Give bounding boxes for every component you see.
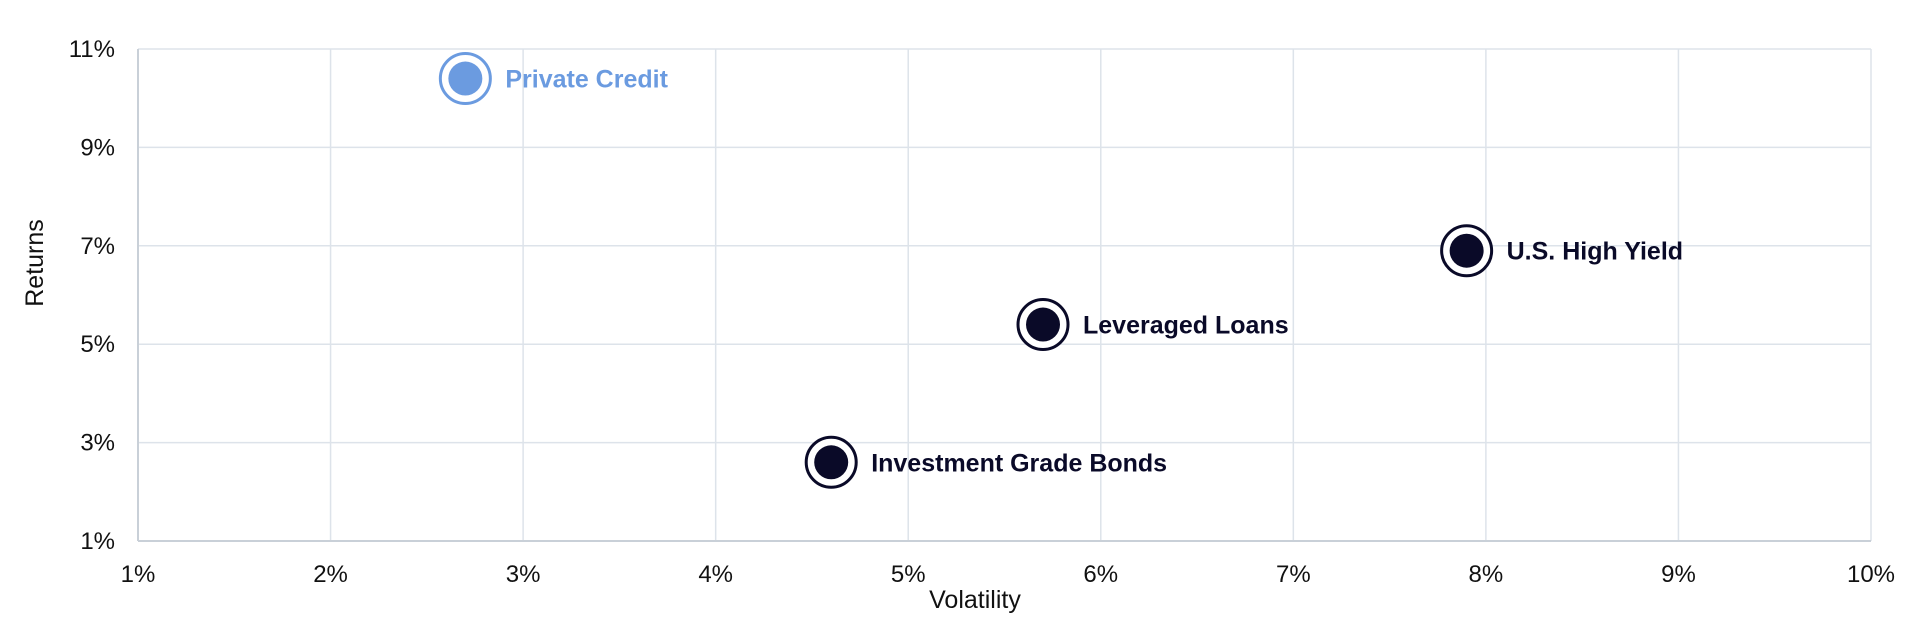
x-tick-label: 8% bbox=[1469, 561, 1504, 588]
x-axis-title: Volatility bbox=[929, 586, 1021, 614]
x-tick-label: 2% bbox=[313, 561, 348, 588]
y-tick-label: 1% bbox=[80, 528, 115, 555]
x-tick-label: 1% bbox=[121, 561, 156, 588]
point-marker bbox=[1449, 233, 1484, 268]
x-tick-label: 3% bbox=[506, 561, 541, 588]
data-points: Private Credit Investment Grade Bonds Leve… bbox=[438, 52, 1683, 489]
point-label: Private Credit bbox=[505, 66, 668, 94]
tick-labels: 1% 2% 3% 4% 5% 6% 7% 8% 9% 10% 1% 3% 5% 7% 9% 11% bbox=[69, 36, 1895, 588]
y-tick-label: 9% bbox=[80, 134, 115, 161]
scatter-point: Private Credit bbox=[438, 52, 669, 106]
scatter-point: Investment Grade Bonds bbox=[804, 435, 1167, 489]
x-tick-label: 6% bbox=[1083, 561, 1118, 588]
x-tick-label: 9% bbox=[1661, 561, 1696, 588]
y-tick-label: 3% bbox=[80, 430, 115, 457]
point-marker bbox=[448, 61, 483, 96]
point-marker bbox=[814, 445, 849, 480]
x-tick-label: 4% bbox=[698, 561, 733, 588]
y-tick-label: 7% bbox=[80, 233, 115, 260]
y-axis-title: Returns bbox=[21, 219, 49, 307]
grid-lines bbox=[138, 48, 1872, 541]
x-tick-label: 10% bbox=[1847, 561, 1895, 588]
scatter-point: Leveraged Loans bbox=[1016, 298, 1289, 352]
point-marker bbox=[1026, 307, 1061, 342]
point-label: U.S. High Yield bbox=[1507, 238, 1683, 266]
scatter-point: U.S. High Yield bbox=[1440, 224, 1683, 278]
point-label: Leveraged Loans bbox=[1083, 312, 1289, 340]
axes bbox=[137, 49, 1871, 542]
point-label: Investment Grade Bonds bbox=[871, 449, 1167, 477]
x-tick-label: 5% bbox=[891, 561, 926, 588]
y-tick-label: 11% bbox=[69, 36, 115, 63]
y-tick-label: 5% bbox=[80, 331, 115, 358]
x-tick-label: 7% bbox=[1276, 561, 1311, 588]
